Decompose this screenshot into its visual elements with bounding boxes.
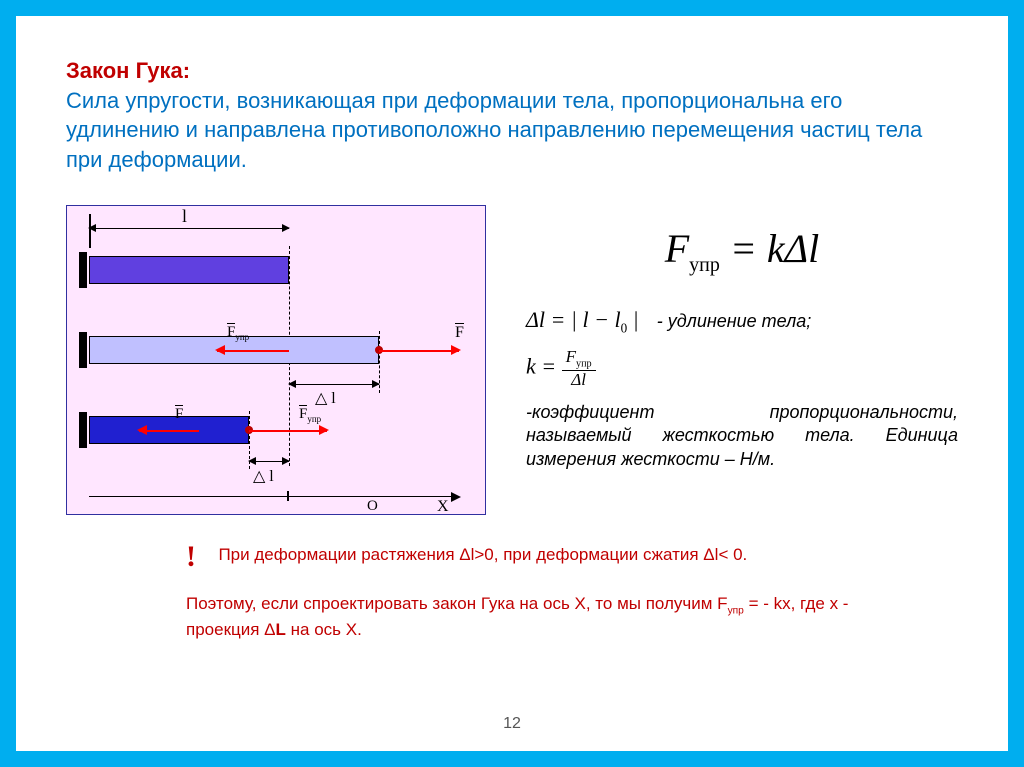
label-origin: O (367, 498, 378, 515)
note-line-1: ! При деформации растяжения Δl>0, при де… (186, 540, 918, 574)
dim-l-arrow (89, 228, 289, 230)
arrow-f-1 (379, 350, 459, 352)
formula-main: Fупр = kΔl (526, 225, 958, 277)
arrow-f-2 (139, 430, 199, 432)
title-heading: Закон Гука: (66, 58, 190, 83)
arrow-fupr-1 (217, 350, 289, 352)
notes-block: ! При деформации растяжения Δl>0, при де… (66, 540, 958, 642)
label-fupr-1: Fупр (227, 324, 249, 342)
label-f-2: F (175, 406, 183, 423)
label-f-1: F (455, 324, 464, 342)
origin-tick (287, 491, 289, 501)
dim-dl-2 (249, 461, 289, 463)
formula-column: Fупр = kΔl Δl = | l − l0 | - удлинение т… (526, 205, 958, 515)
diagram-column: l Fупр F △ l (66, 205, 496, 515)
deformation-diagram: l Fупр F △ l (66, 205, 486, 515)
note-2-text: Поэтому, если спроектировать закон Гука … (186, 592, 918, 642)
label-axis: X (437, 498, 449, 516)
wall-3 (79, 412, 87, 448)
label-dl-2: △ l (253, 466, 274, 486)
page-number: 12 (16, 715, 1008, 733)
label-dl-1: △ l (315, 388, 336, 408)
x-axis (89, 496, 459, 498)
slide-page: Закон Гука: Сила упругости, возникающая … (16, 16, 1008, 751)
formula-k: k = FупрΔl (526, 348, 596, 389)
arrow-fupr-2 (249, 430, 327, 432)
wall-1 (79, 252, 87, 288)
bar-original (89, 256, 289, 284)
formula-k-row: k = FупрΔl (526, 348, 958, 389)
title-body: Сила упругости, возникающая при деформац… (66, 88, 922, 172)
label-fupr-2: Fупр (299, 406, 321, 424)
content-row: l Fупр F △ l (66, 205, 958, 515)
exclaim-icon: ! (186, 540, 196, 573)
dim-dl-1 (289, 384, 379, 386)
formula-delta-l-row: Δl = | l − l0 | - удлинение тела; (526, 307, 958, 336)
note-1-text: При деформации растяжения Δl>0, при дефо… (218, 545, 747, 564)
title-block: Закон Гука: Сила упругости, возникающая … (66, 56, 958, 175)
label-l: l (182, 206, 187, 227)
desc-delta-l: - удлинение тела; (657, 311, 812, 332)
desc-k: -коэффициент пропорциональности, называе… (526, 401, 958, 471)
formula-delta-l: Δl = | l − l0 | (526, 307, 639, 336)
wall-2 (79, 332, 87, 368)
